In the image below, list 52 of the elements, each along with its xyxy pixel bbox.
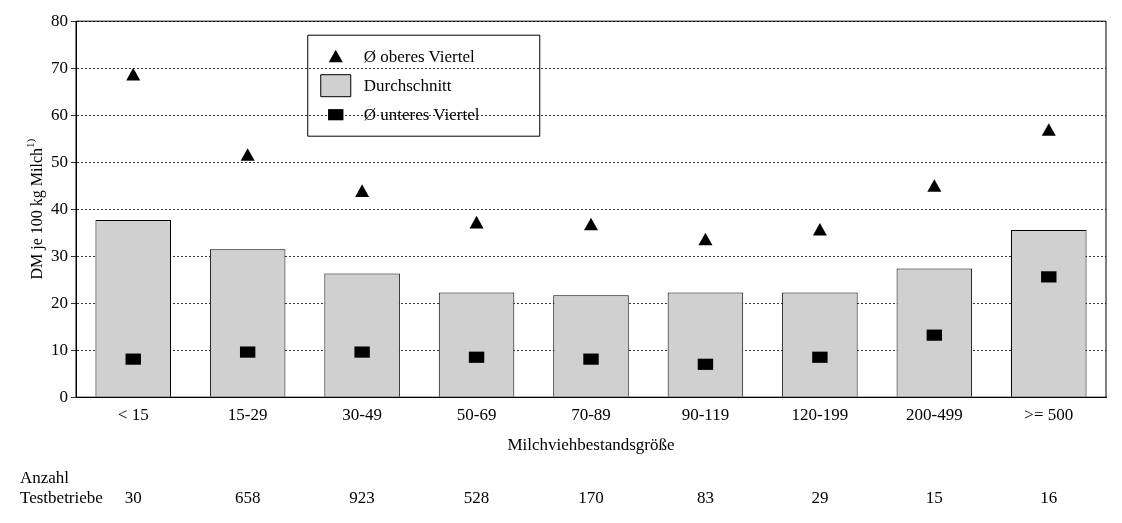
point — [354, 346, 370, 358]
x-tick-label: 120-199 — [791, 404, 849, 424]
legend-label: Ø oberes Viertel — [363, 47, 476, 67]
y-tick-label: 40 — [51, 198, 68, 218]
point — [240, 148, 255, 161]
point — [584, 217, 598, 231]
text: 658 — [234, 487, 261, 507]
point — [126, 67, 141, 81]
x-tick-label: 90-119 — [681, 404, 730, 424]
point — [468, 351, 485, 363]
y-tick-label: 30 — [51, 245, 68, 265]
x-tick-label: 15-29 — [227, 404, 268, 424]
point — [355, 184, 370, 197]
x-tick-label: >= 500 — [1024, 404, 1074, 424]
point — [926, 329, 943, 341]
point — [698, 232, 713, 246]
point — [469, 215, 484, 229]
legend-label: Durchschnitt — [363, 76, 452, 96]
text: 16 — [1040, 487, 1058, 507]
text: 923 — [349, 487, 375, 507]
point — [812, 351, 828, 363]
y-axis-title: DM je 100 kg Milch1) — [23, 138, 47, 280]
x-tick-label: < 15 — [117, 404, 149, 424]
point — [1041, 271, 1057, 283]
text: Anzahl — [20, 467, 70, 487]
text: 30 — [124, 487, 142, 507]
point — [1041, 123, 1056, 136]
y-tick-label: 10 — [51, 339, 68, 359]
text: Testbetriebe — [20, 487, 103, 507]
x-tick-label: 30-49 — [342, 404, 382, 424]
point — [927, 179, 942, 192]
y-tick-label: 20 — [51, 292, 68, 312]
point — [812, 222, 827, 236]
x-tick-label: 50-69 — [456, 404, 497, 424]
x-tick-label: 70-89 — [571, 404, 611, 424]
y-tick-label: 0 — [59, 386, 68, 406]
text: 15 — [925, 487, 943, 507]
legend-label: Ø unteres Viertel — [363, 105, 480, 125]
text: 528 — [463, 487, 490, 507]
x-tick-label: 200-499 — [906, 404, 963, 424]
text: 29 — [811, 487, 829, 507]
y-tick-label: 70 — [51, 57, 68, 77]
text: 83 — [696, 487, 714, 507]
y-tick-label: 80 — [51, 10, 68, 30]
text: 170 — [578, 487, 604, 507]
point — [239, 346, 256, 358]
point — [125, 353, 141, 365]
x-axis-title: Milchviehbestandsgröße — [507, 435, 675, 455]
point — [697, 358, 714, 370]
point — [583, 353, 599, 365]
y-tick-label: 50 — [51, 151, 68, 171]
y-tick-label: 60 — [51, 104, 68, 124]
